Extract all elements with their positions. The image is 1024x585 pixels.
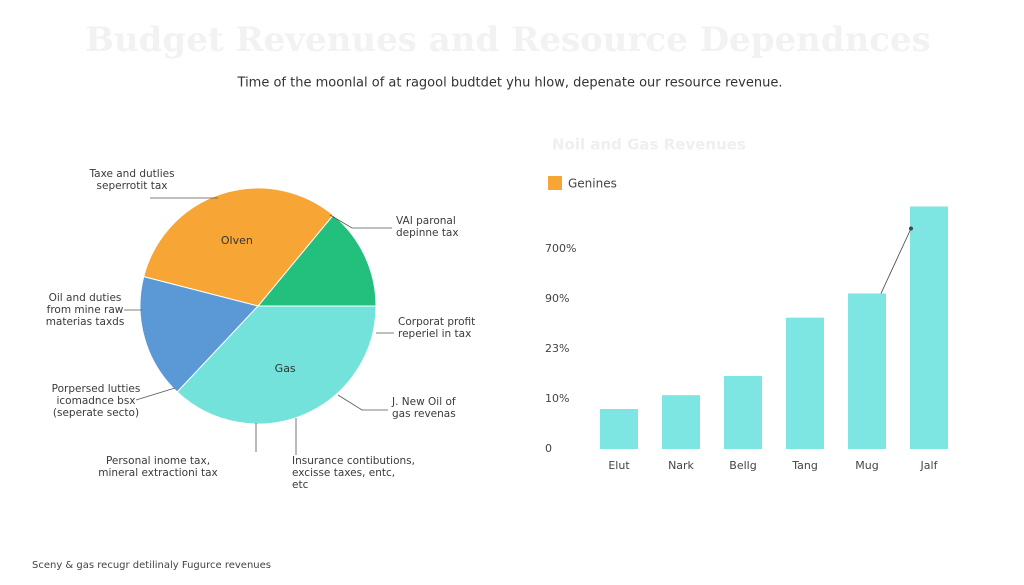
- pie-slice: [143, 187, 334, 307]
- y-tick-label: 0: [545, 442, 552, 455]
- page-title: Budget Revenues and Resource Dependnces: [85, 20, 931, 60]
- y-tick-label: 10%: [545, 392, 569, 405]
- bar-chart-title: Noil and Gas Revenues: [552, 136, 746, 154]
- slice-label: Olven: [221, 234, 253, 247]
- x-tick-label: Nark: [668, 459, 694, 472]
- annotation: mineral extractioni tax: [98, 467, 218, 479]
- annotation: (seperate secto): [53, 407, 139, 419]
- bar: [724, 375, 762, 449]
- annotation: from mine raw: [47, 304, 124, 316]
- legend-swatch: [548, 176, 562, 190]
- bar: [910, 206, 948, 449]
- y-tick-label: 90%: [545, 292, 569, 305]
- annotation: seperrotit tax: [97, 180, 168, 192]
- annotation: excisse taxes, entc,: [292, 467, 395, 479]
- annotation: Personal inome tax,: [106, 455, 210, 467]
- leader-line: [329, 214, 392, 229]
- annotation: depinne tax: [396, 227, 459, 239]
- annotation: J. New Oil of: [391, 396, 456, 408]
- bar: [600, 409, 638, 449]
- leader-line: [337, 394, 388, 411]
- leader-line: [135, 387, 176, 401]
- bar: [662, 395, 700, 449]
- page-subtitle: Time of the moonlal of at ragool budtdet…: [237, 76, 783, 91]
- x-tick-label: Jalf: [920, 459, 939, 472]
- annotation: reperiel in tax: [398, 328, 471, 340]
- annotation: gas revenas: [392, 408, 456, 420]
- annotation: Insurance contibutions,: [292, 455, 415, 467]
- annotation: materias taxds: [46, 316, 125, 328]
- annotation: Corporat profit: [398, 316, 475, 328]
- annotation: etc: [292, 479, 309, 491]
- slice-label: Gas: [275, 362, 296, 375]
- pie-slice: [139, 276, 259, 393]
- x-tick-label: Elut: [608, 459, 630, 472]
- x-tick-label: Mug: [855, 459, 878, 472]
- y-tick-label: 23%: [545, 342, 569, 355]
- legend-label: Genines: [568, 177, 617, 191]
- bar: [848, 293, 886, 449]
- annotation: Taxe and dutlies: [88, 168, 174, 180]
- callout-dot: [909, 226, 913, 231]
- x-tick-label: Tang: [791, 459, 818, 472]
- footer: Sceny & gas recugr detilinaly Fugurce re…: [32, 560, 271, 571]
- annotation: Porpersed lutties: [52, 383, 141, 395]
- annotation: Oil and duties: [49, 292, 122, 304]
- y-tick-label: 700%: [545, 242, 576, 255]
- bar: [786, 317, 824, 449]
- callout-line: [880, 228, 912, 294]
- pie-slice: [176, 305, 377, 425]
- annotation: VAI paronal: [396, 215, 456, 227]
- annotation: icomadnce bsx: [56, 395, 135, 407]
- pie-slice: [256, 214, 377, 307]
- x-tick-label: Bellg: [729, 459, 756, 472]
